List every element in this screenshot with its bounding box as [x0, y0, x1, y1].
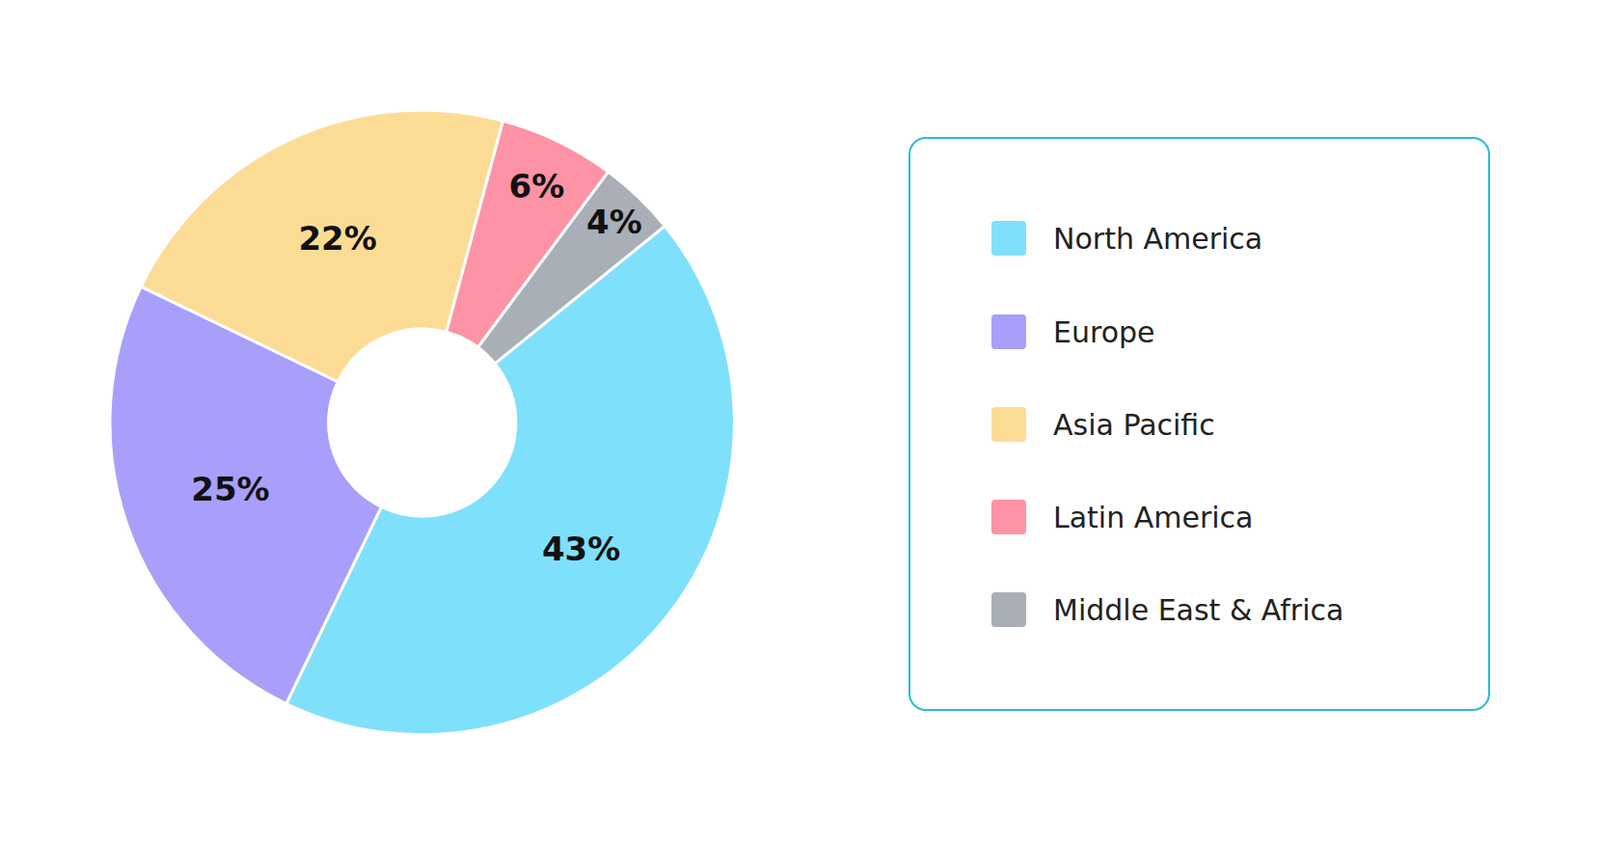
- svg-text:6%: 6%: [509, 166, 566, 206]
- svg-text:43%: 43%: [542, 529, 621, 569]
- html-text:North America: North America: [1053, 221, 1263, 256]
- svg-text:25%: 25%: [190, 469, 270, 509]
- html-text:Latin America: Latin America: [1053, 500, 1254, 534]
- svg-text:22%: 22%: [298, 218, 377, 258]
- svg-text:4%: 4%: [586, 202, 643, 242]
- html-text:Europe: Europe: [1053, 314, 1155, 349]
- html-text:Asia Pacific: Asia Pacific: [1053, 407, 1215, 442]
- html-text:Middle East & Africa: Middle East & Africa: [1053, 592, 1344, 627]
